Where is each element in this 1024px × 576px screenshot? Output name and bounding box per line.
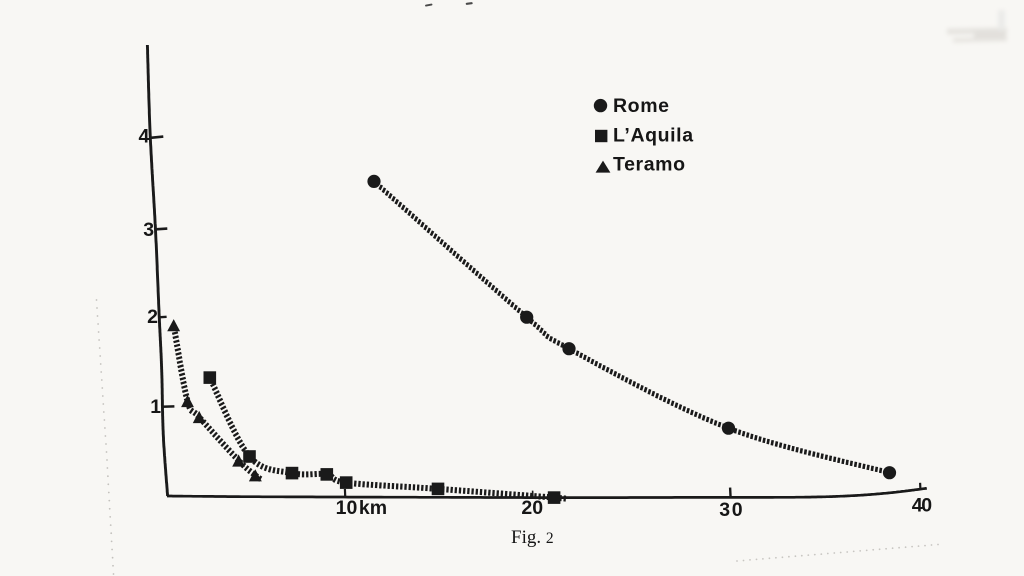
svg-text:Fig. 2: Fig. 2 [511,527,554,548]
svg-text:30: 30 [719,499,744,521]
svg-text:4: 4 [139,125,150,147]
svg-text:L’Aquila: L’Aquila [613,124,694,146]
svg-text:10 km: 10 km [336,497,388,519]
svg-text:Rome: Rome [613,95,670,117]
svg-text:3: 3 [143,219,154,241]
svg-text:40: 40 [912,494,932,516]
svg-text:Teramo: Teramo [613,153,686,175]
svg-text:20: 20 [521,497,543,519]
svg-text:2: 2 [147,306,158,328]
svg-text:1: 1 [150,396,161,418]
